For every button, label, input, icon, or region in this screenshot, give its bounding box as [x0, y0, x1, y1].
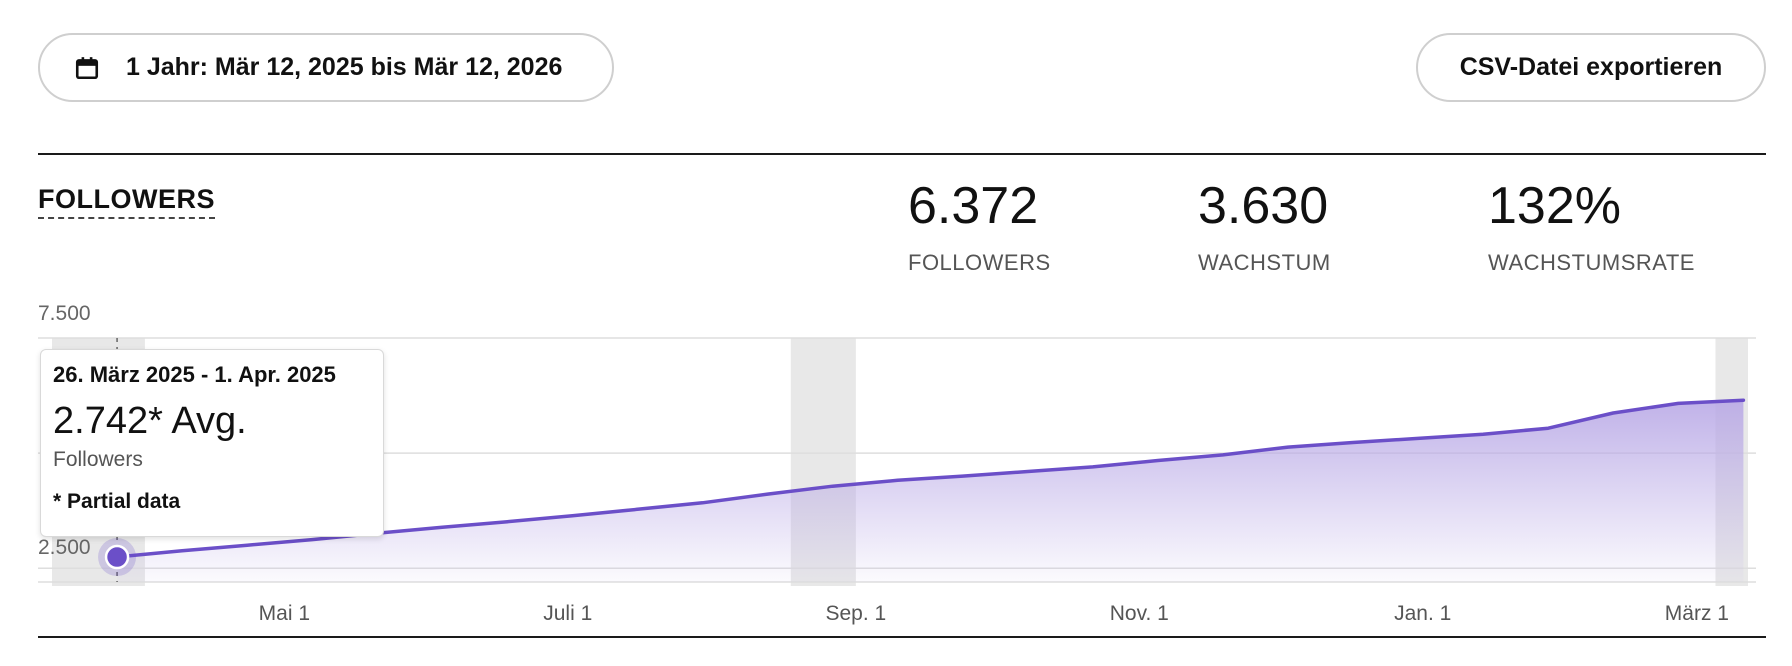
x-tick-label: Nov. 1 — [1110, 602, 1169, 625]
toolbar: 1 Jahr: Mär 12, 2025 bis Mär 12, 2026 CS… — [38, 33, 1766, 102]
chart-canvas[interactable]: 7.500 2.500 Mai 1 Juli 1 Sep. 1 Nov. 1 Jan. 1 M… — [0, 290, 1792, 636]
x-tick-label: Jan. 1 — [1394, 602, 1451, 625]
stat-growth: 3.630 WACHSTUM — [1198, 180, 1331, 276]
followers-area — [117, 400, 1744, 582]
date-range-button[interactable]: 1 Jahr: Mär 12, 2025 bis Mär 12, 2026 — [38, 33, 614, 102]
followers-line — [115, 398, 1746, 559]
stat-value: 132% — [1488, 177, 1621, 235]
x-tick-label: Mai 1 — [259, 602, 310, 625]
followers-chart[interactable]: 7.500 2.500 Mai 1 Juli 1 Sep. 1 Nov. 1 Jan. 1 M… — [0, 290, 1792, 636]
chart-tooltip: 26. März 2025 - 1. Apr. 2025 2.742* Avg.… — [40, 349, 384, 537]
y-tick-label: 2.500 — [38, 536, 91, 559]
hover-point — [104, 544, 130, 570]
tooltip-average: 2.742* Avg. — [53, 400, 247, 443]
stat-caption: WACHSTUM — [1198, 250, 1331, 275]
stat-growth-rate: 132% WACHSTUMSRATE — [1488, 180, 1695, 276]
stat-value: 6.372 — [908, 177, 1039, 235]
stat-caption: FOLLOWERS — [908, 250, 1051, 275]
tooltip-range: 26. März 2025 - 1. Apr. 2025 — [53, 362, 336, 387]
x-tick-label: März 1 — [1665, 602, 1729, 625]
section-title[interactable]: FOLLOWERS — [38, 186, 215, 219]
stat-caption: WACHSTUMSRATE — [1488, 250, 1695, 275]
stat-followers: 6.372 FOLLOWERS — [908, 180, 1051, 276]
date-range-label: 1 Jahr: Mär 12, 2025 bis Mär 12, 2026 — [126, 53, 563, 81]
x-tick-label: Sep. 1 — [825, 602, 886, 625]
stat-value: 3.630 — [1198, 177, 1329, 235]
top-divider — [38, 153, 1766, 155]
export-csv-button[interactable]: CSV-Datei exportieren — [1416, 33, 1766, 102]
bottom-divider — [38, 636, 1766, 638]
tooltip-note: * Partial data — [53, 490, 181, 514]
calendar-icon — [75, 56, 99, 79]
y-tick-label: 7.500 — [38, 302, 91, 325]
tooltip-metric: Followers — [53, 448, 143, 472]
x-tick-label: Juli 1 — [543, 602, 592, 625]
